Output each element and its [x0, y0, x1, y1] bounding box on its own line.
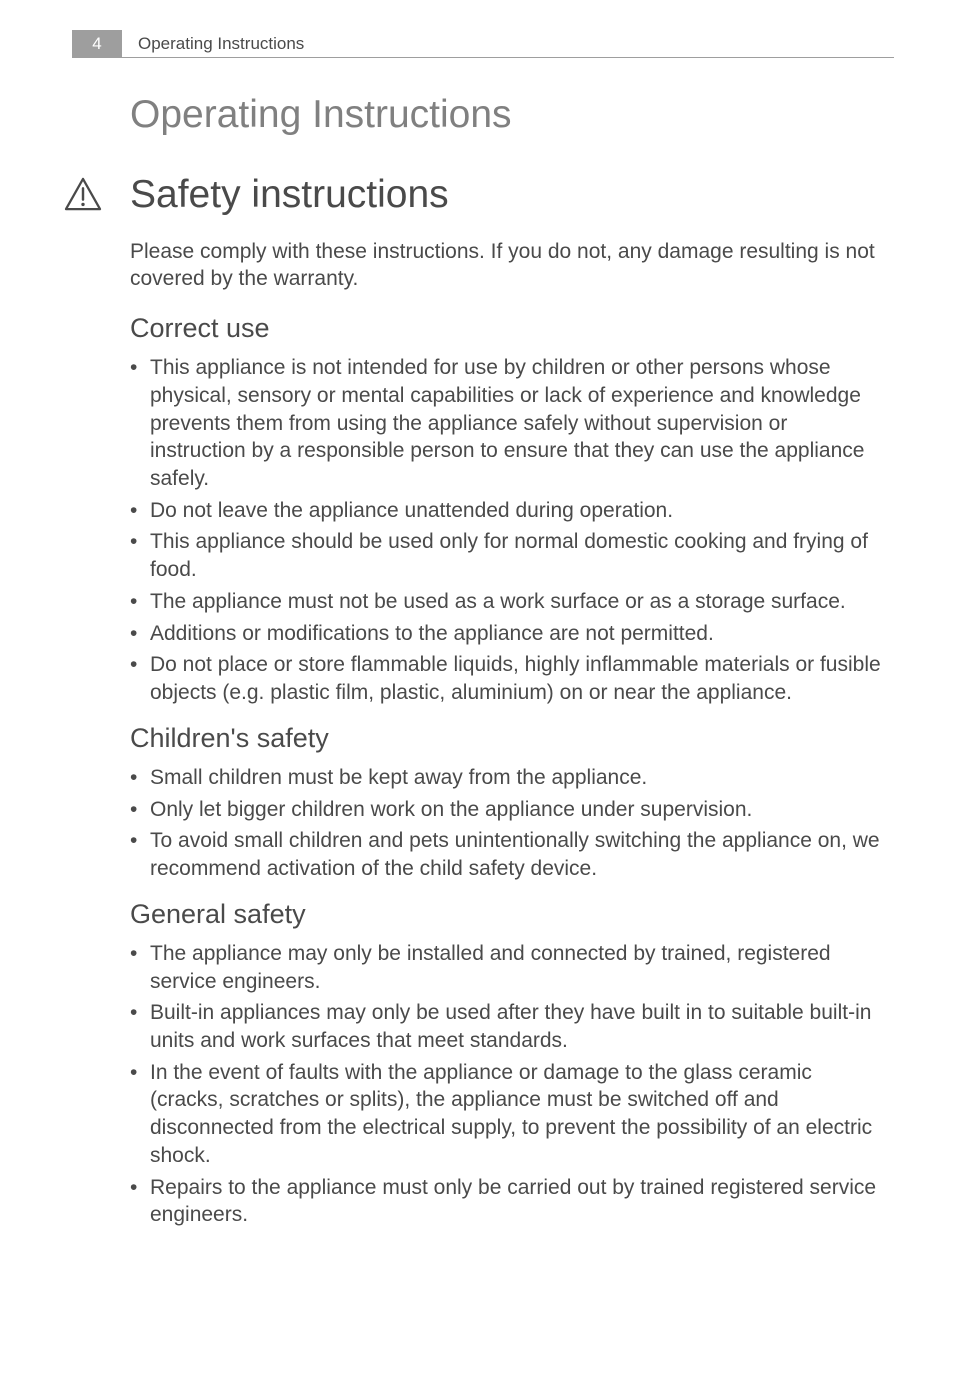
list-item: The appliance must not be used as a work… — [130, 588, 884, 616]
subhead-correct-use: Correct use — [130, 311, 884, 346]
list-childrens-safety: Small children must be kept away from th… — [130, 764, 884, 883]
subhead-childrens-safety: Children's safety — [130, 721, 884, 756]
list-item: Do not place or store flammable liquids,… — [130, 651, 884, 706]
list-item: Do not leave the appliance unattended du… — [130, 497, 884, 525]
page: 4 Operating Instructions Operating Instr… — [0, 30, 954, 1382]
list-item: Small children must be kept away from th… — [130, 764, 884, 792]
header-title: Operating Instructions — [122, 30, 304, 57]
list-item: This appliance is not intended for use b… — [130, 354, 884, 493]
section-title: Safety instructions — [130, 173, 449, 218]
subhead-general-safety: General safety — [130, 897, 884, 932]
list-item: In the event of faults with the applianc… — [130, 1059, 884, 1170]
list-item: Only let bigger children work on the app… — [130, 796, 884, 824]
main-title: Operating Instructions — [130, 92, 884, 139]
list-item: This appliance should be used only for n… — [130, 528, 884, 583]
page-number: 4 — [72, 30, 122, 57]
header-bar: 4 Operating Instructions — [72, 30, 894, 58]
warning-icon — [64, 177, 102, 216]
list-correct-use: This appliance is not intended for use b… — [130, 354, 884, 707]
section-row: Safety instructions — [64, 173, 884, 238]
list-item: Built-in appliances may only be used aft… — [130, 999, 884, 1054]
content: Operating Instructions Safety instructio… — [0, 58, 954, 1283]
list-item: Repairs to the appliance must only be ca… — [130, 1174, 884, 1229]
list-item: To avoid small children and pets uninten… — [130, 827, 884, 882]
list-item: Additions or modifications to the applia… — [130, 620, 884, 648]
list-general-safety: The appliance may only be installed and … — [130, 940, 884, 1229]
list-item: The appliance may only be installed and … — [130, 940, 884, 995]
intro-paragraph: Please comply with these instructions. I… — [130, 238, 884, 293]
